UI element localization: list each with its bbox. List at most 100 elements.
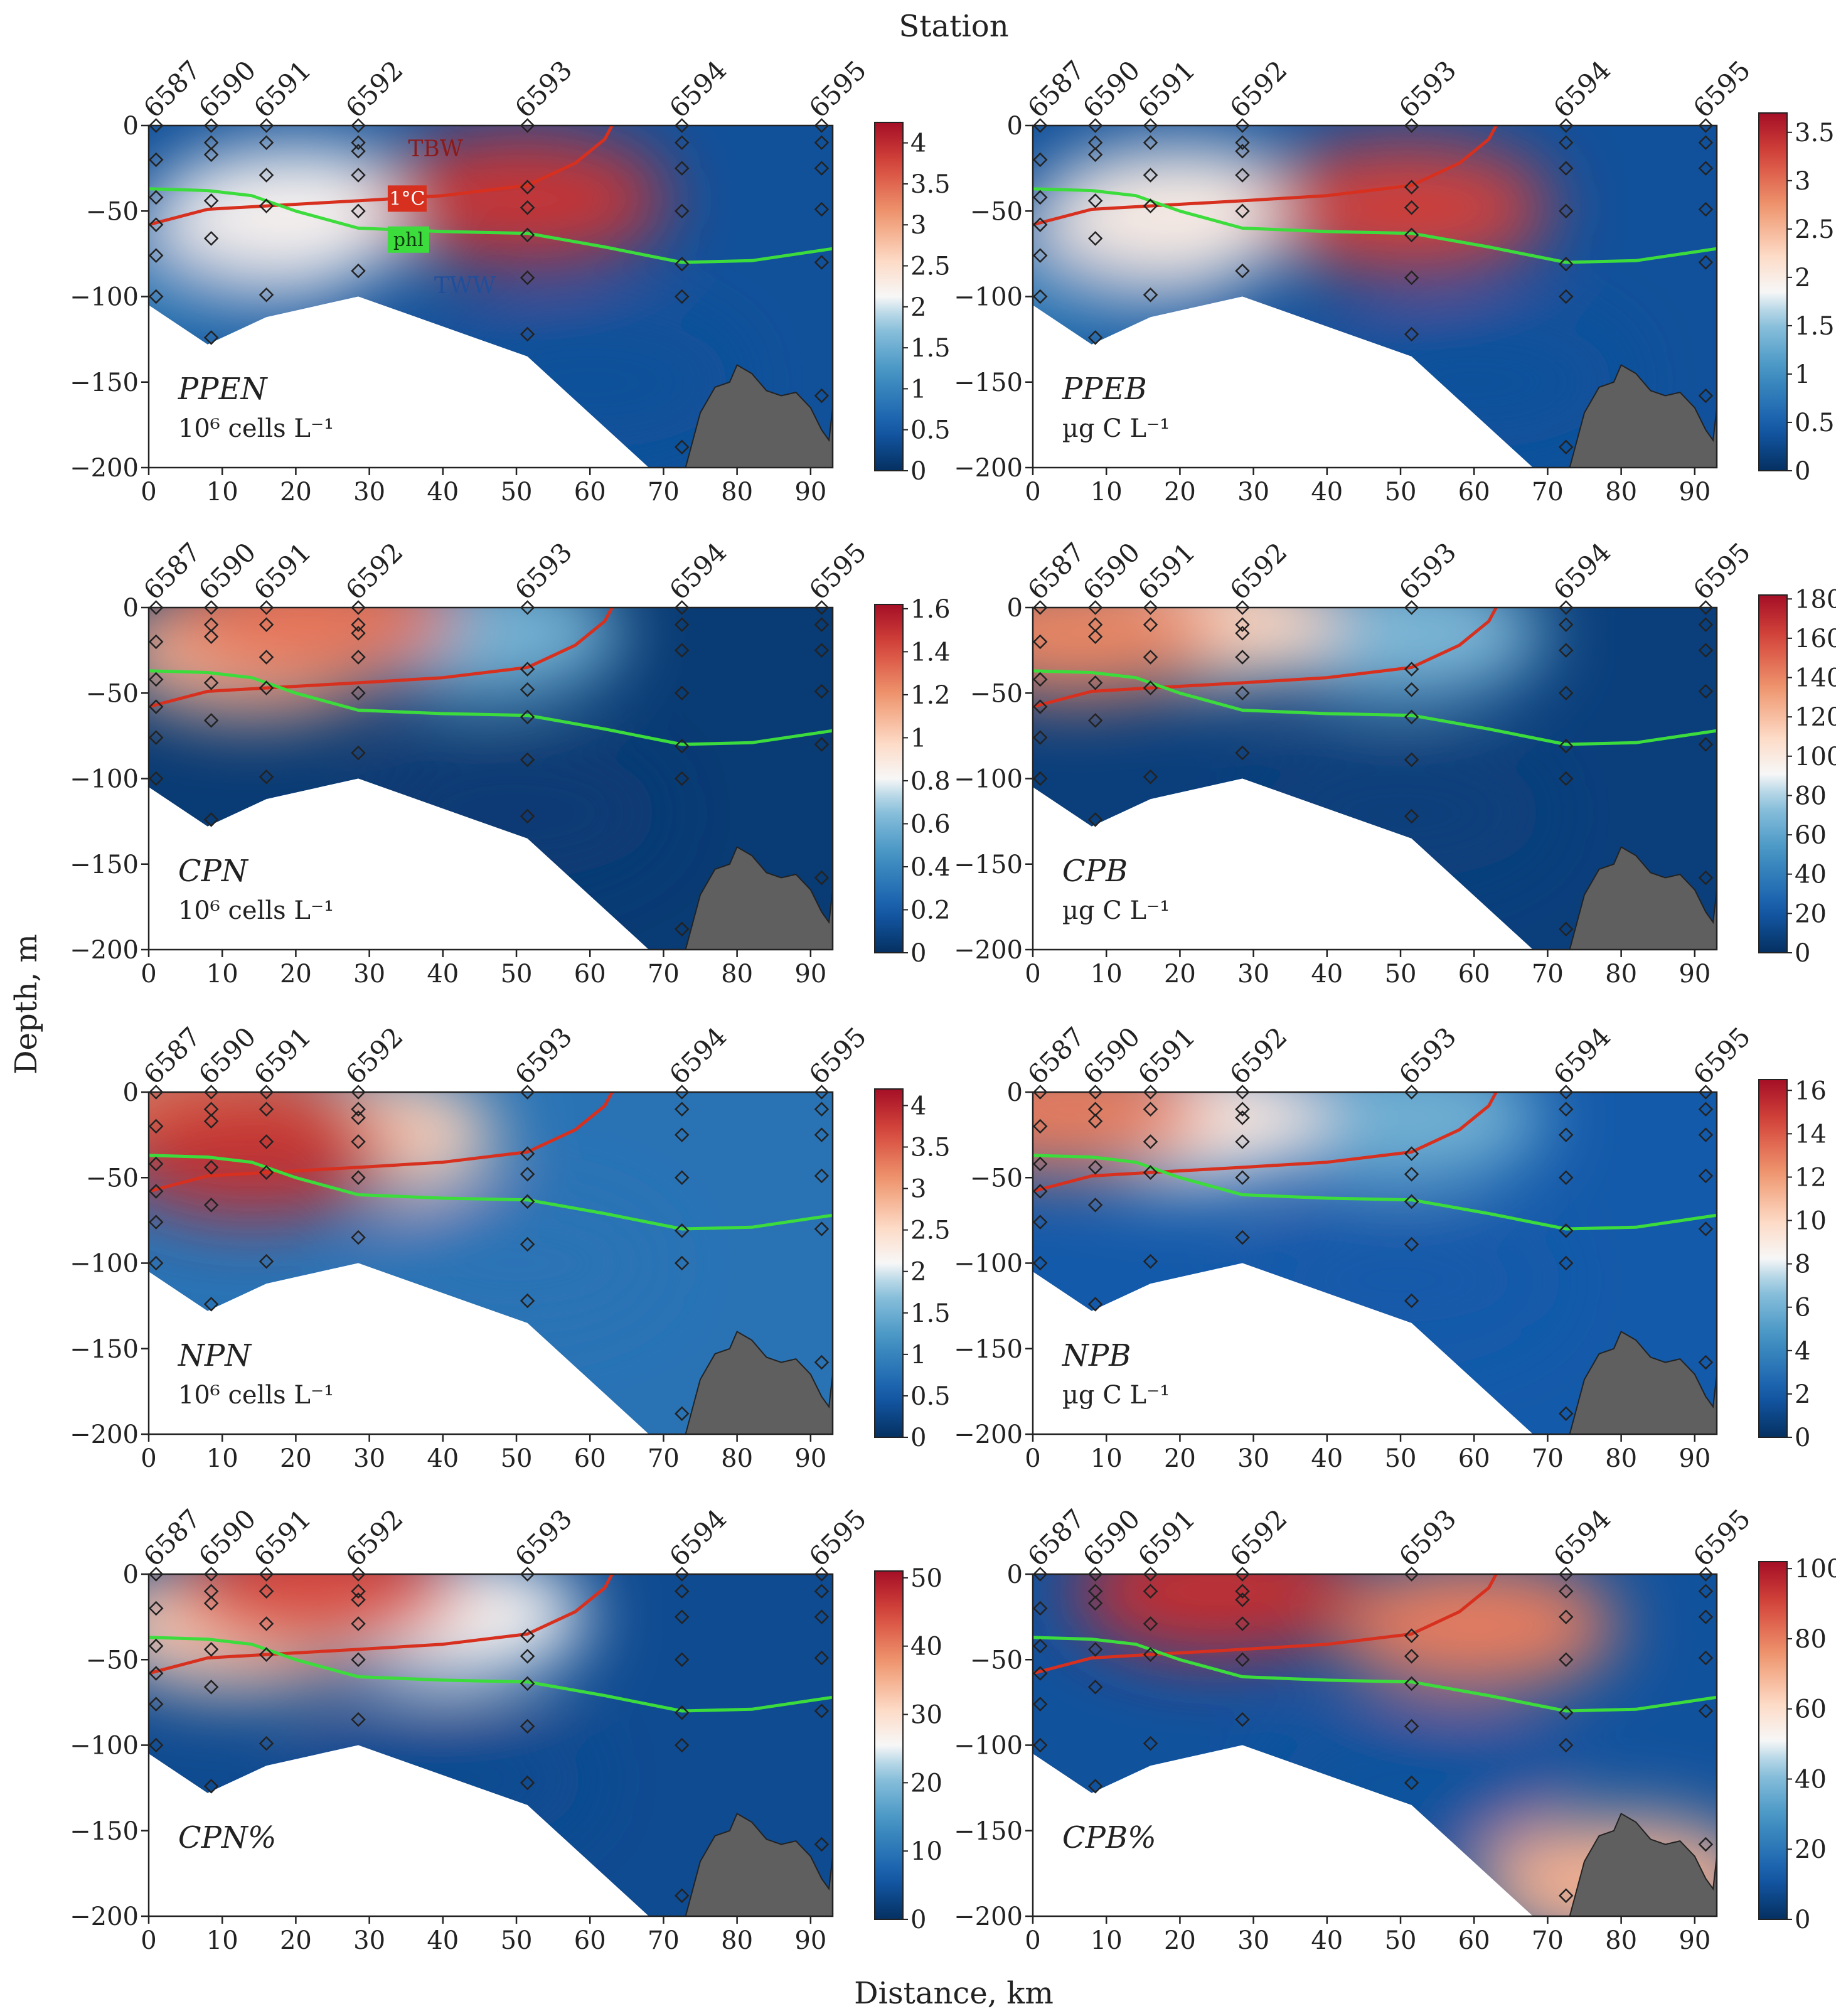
x-tick-label: 20	[1164, 1444, 1196, 1473]
sample-point	[203, 118, 219, 133]
panel-CPBpct: 0 10 20 30 40 50 60 70 80 900−50−100−150−20065876…	[954, 1503, 1836, 1955]
sample-point	[259, 1102, 274, 1117]
colorbar-tick-label: 160	[1795, 625, 1836, 653]
sample-point	[1235, 144, 1250, 159]
sample-point	[203, 1567, 219, 1582]
sample-point	[259, 769, 274, 785]
x-tick-label: 40	[427, 1444, 459, 1473]
sample-point	[1087, 629, 1103, 645]
y-tick-label: −100	[70, 765, 139, 794]
sample-point	[814, 600, 830, 615]
sample-point	[203, 231, 219, 246]
sample-point	[148, 118, 164, 133]
sample-point	[1404, 227, 1419, 243]
sample-point	[1032, 1156, 1048, 1172]
colorbar	[1758, 112, 1788, 471]
sample-point	[1404, 118, 1419, 133]
y-tick-label: 0	[123, 112, 139, 141]
sample-point	[1698, 255, 1714, 270]
colorbar-tick-label: 0.5	[910, 416, 951, 445]
sample-point	[1698, 870, 1714, 886]
sample-point	[351, 263, 366, 279]
isoline-phl-tag-label: phl	[393, 229, 424, 251]
sample-point	[814, 643, 830, 658]
sample-point	[351, 626, 366, 641]
x-tick-label: 10	[1091, 1926, 1123, 1955]
sample-point	[259, 680, 274, 695]
sample-point	[259, 1647, 274, 1662]
x-tick-label: 50	[1385, 960, 1417, 989]
sample-point	[1235, 685, 1250, 701]
sample-point	[351, 1584, 366, 1599]
sample-point	[1698, 617, 1714, 633]
sample-point	[1558, 685, 1574, 701]
sample-point	[148, 1255, 164, 1271]
seafloor-topography	[685, 1813, 833, 1917]
station-label: 6591	[1132, 1021, 1201, 1090]
colorbar-tick-label: 3.5	[1795, 119, 1835, 147]
colorbar-tick-label: 40	[1795, 1765, 1827, 1794]
panel-unit: 10⁶ cells L⁻¹	[178, 414, 334, 443]
x-tick-label: 50	[1385, 1444, 1417, 1473]
sample-point	[259, 287, 274, 303]
x-tick-label: 0	[141, 960, 156, 989]
sample-point	[1558, 256, 1574, 272]
x-tick-label: 0	[141, 1444, 156, 1473]
sample-point	[814, 118, 830, 133]
isoline-phl-tag	[387, 226, 429, 253]
colorbar-tick-label: 4	[910, 1091, 926, 1120]
x-tick-label: 90	[794, 478, 826, 507]
sample-point	[674, 1652, 690, 1668]
sample-point	[1404, 1146, 1419, 1161]
isoline-phl	[1032, 1636, 1717, 1713]
colorbar-tick-label: 0.5	[1795, 409, 1835, 437]
sample-point	[148, 634, 164, 650]
sample-point	[1698, 1609, 1714, 1624]
sample-point	[1404, 1775, 1419, 1791]
sample-point	[520, 1718, 535, 1734]
sample-point	[1235, 1170, 1250, 1186]
y-tick-label: −150	[954, 1335, 1023, 1364]
station-label: 6587	[137, 1021, 206, 1090]
colorbar-tick-label: 0.5	[910, 1382, 951, 1411]
sample-point	[520, 808, 535, 824]
x-tick-label: 30	[1237, 960, 1269, 989]
station-label: 6590	[1077, 1021, 1146, 1090]
x-tick-label: 60	[574, 1926, 606, 1955]
isoline-phl	[148, 1154, 833, 1231]
y-tick-label: −200	[954, 1420, 1023, 1449]
sample-point	[674, 1705, 690, 1720]
sample-point	[1404, 200, 1419, 215]
x-tick-label: 70	[648, 1926, 680, 1955]
x-tick-label: 60	[574, 1444, 606, 1473]
isoline-phl	[148, 1636, 833, 1713]
colorbar-tick-label: 2.5	[910, 1216, 951, 1245]
colorbar-tick-label: 50	[910, 1564, 942, 1593]
sample-point	[1698, 1127, 1714, 1142]
sample-point	[203, 147, 219, 163]
sample-point	[148, 1567, 164, 1582]
colorbar-tick-label: 2	[1795, 1380, 1810, 1409]
sample-point	[1087, 1680, 1103, 1695]
sample-point	[1087, 147, 1103, 163]
station-label: 6594	[1547, 1503, 1616, 1572]
x-tick-label: 10	[206, 478, 238, 507]
colorbar-tick-label: 0.4	[910, 853, 951, 882]
isoline-1c-tag	[387, 185, 427, 212]
sample-point	[520, 270, 535, 286]
sample-point	[1235, 745, 1250, 761]
station-label: 6594	[663, 55, 732, 124]
station-label: 6591	[248, 537, 317, 606]
colorbar	[874, 1088, 904, 1438]
sample-point	[1698, 118, 1714, 133]
sample-point	[1235, 1567, 1250, 1582]
water-mass-label-tbw: TBW	[408, 136, 462, 162]
sample-point	[1404, 1628, 1419, 1643]
panel-PPEN: 0 10 20 30 40 50 60 70 80 900−50−100−150−20065876…	[70, 55, 951, 507]
sample-point	[259, 617, 274, 633]
y-tick-label: −150	[954, 850, 1023, 879]
panel-label: PPEB	[1062, 372, 1147, 407]
sample-point	[1558, 1223, 1574, 1238]
field-PPEN	[149, 126, 833, 468]
sample-point	[674, 203, 690, 219]
